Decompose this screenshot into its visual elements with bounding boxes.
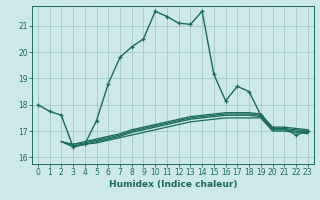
X-axis label: Humidex (Indice chaleur): Humidex (Indice chaleur)	[108, 180, 237, 189]
